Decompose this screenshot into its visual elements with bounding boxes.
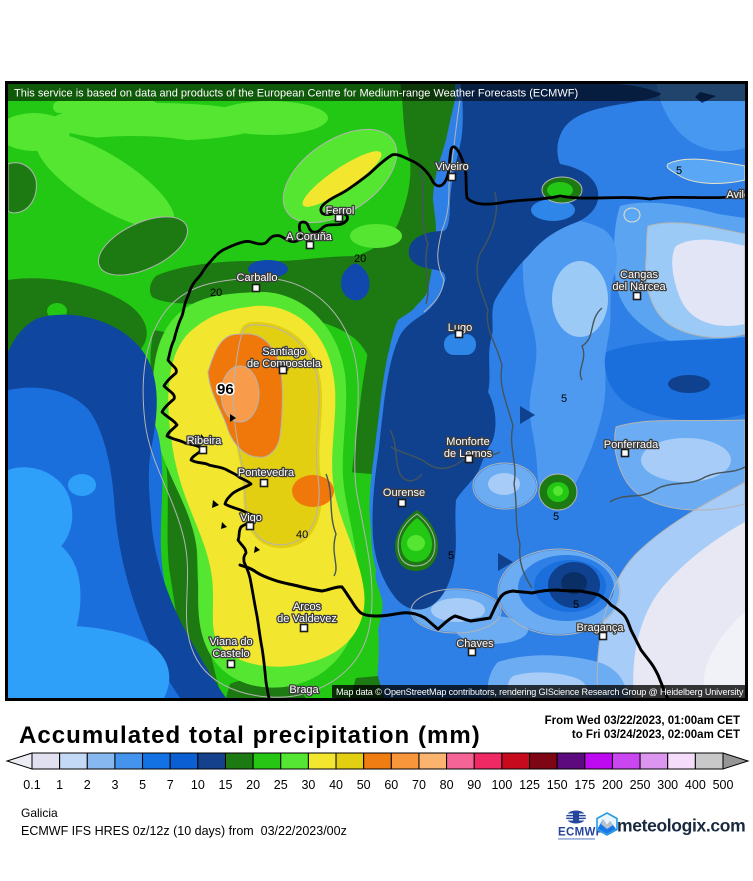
svg-text:Vigo: Vigo — [240, 512, 262, 524]
svg-text:25: 25 — [274, 778, 288, 792]
svg-text:150: 150 — [547, 778, 568, 792]
svg-text:500: 500 — [713, 778, 734, 792]
svg-text:20: 20 — [210, 287, 222, 299]
svg-text:7: 7 — [167, 778, 174, 792]
svg-text:de Valdevez: de Valdevez — [277, 613, 337, 625]
svg-text:de Lemos: de Lemos — [444, 448, 493, 460]
svg-text:Castelo: Castelo — [212, 648, 249, 660]
svg-text:5: 5 — [553, 511, 559, 523]
svg-text:30: 30 — [301, 778, 315, 792]
svg-text:Avilés: Avilés — [726, 189, 745, 201]
svg-text:200: 200 — [602, 778, 623, 792]
svg-text:70: 70 — [412, 778, 426, 792]
svg-text:1: 1 — [56, 778, 63, 792]
svg-text:Ribeira: Ribeira — [187, 435, 223, 447]
svg-text:5: 5 — [676, 165, 682, 177]
svg-text:A Coruña: A Coruña — [286, 231, 333, 243]
svg-text:meteologix.com: meteologix.com — [617, 816, 745, 836]
svg-text:Cangas: Cangas — [620, 269, 658, 281]
svg-text:250: 250 — [630, 778, 651, 792]
svg-text:Ponferrada: Ponferrada — [604, 439, 659, 451]
svg-text:Carballo: Carballo — [237, 272, 278, 284]
svg-text:3: 3 — [111, 778, 118, 792]
svg-text:Braga: Braga — [289, 684, 319, 696]
svg-text:Arcos: Arcos — [293, 601, 322, 613]
svg-text:20: 20 — [354, 253, 366, 265]
svg-text:del Nárcea: del Nárcea — [612, 281, 666, 293]
svg-text:de Compostela: de Compostela — [247, 358, 322, 370]
svg-text:40: 40 — [329, 778, 343, 792]
svg-text:5: 5 — [448, 550, 454, 562]
svg-text:300: 300 — [657, 778, 678, 792]
svg-text:175: 175 — [574, 778, 595, 792]
svg-text:Lugo: Lugo — [448, 322, 472, 334]
svg-text:Viana do: Viana do — [209, 636, 252, 648]
svg-text:Ourense: Ourense — [383, 487, 425, 499]
svg-text:5: 5 — [573, 599, 579, 611]
svg-text:60: 60 — [384, 778, 398, 792]
svg-text:96: 96 — [217, 381, 234, 398]
svg-text:Monforte: Monforte — [446, 436, 489, 448]
svg-text:90: 90 — [467, 778, 481, 792]
svg-text:5: 5 — [139, 778, 146, 792]
svg-text:Bragança: Bragança — [576, 622, 624, 634]
svg-text:50: 50 — [357, 778, 371, 792]
svg-text:Map data © OpenStreetMap contr: Map data © OpenStreetMap contributors, r… — [336, 687, 744, 697]
svg-text:10: 10 — [191, 778, 205, 792]
svg-text:Santiago: Santiago — [262, 346, 305, 358]
svg-text:ECMWF: ECMWF — [558, 827, 603, 839]
svg-text:125: 125 — [519, 778, 540, 792]
svg-text:100: 100 — [491, 778, 512, 792]
svg-text:400: 400 — [685, 778, 706, 792]
svg-text:Chaves: Chaves — [456, 638, 494, 650]
svg-text:Viveiro: Viveiro — [435, 161, 468, 173]
svg-text:2: 2 — [84, 778, 91, 792]
svg-text:Ferrol: Ferrol — [326, 205, 355, 217]
svg-text:This service is based on data: This service is based on data and produc… — [14, 88, 578, 100]
svg-text:5: 5 — [561, 393, 567, 405]
svg-text:15: 15 — [219, 778, 233, 792]
svg-text:80: 80 — [440, 778, 454, 792]
svg-text:40: 40 — [296, 529, 308, 541]
svg-text:0.1: 0.1 — [23, 778, 40, 792]
svg-text:Pontevedra: Pontevedra — [238, 467, 295, 479]
svg-text:20: 20 — [246, 778, 260, 792]
